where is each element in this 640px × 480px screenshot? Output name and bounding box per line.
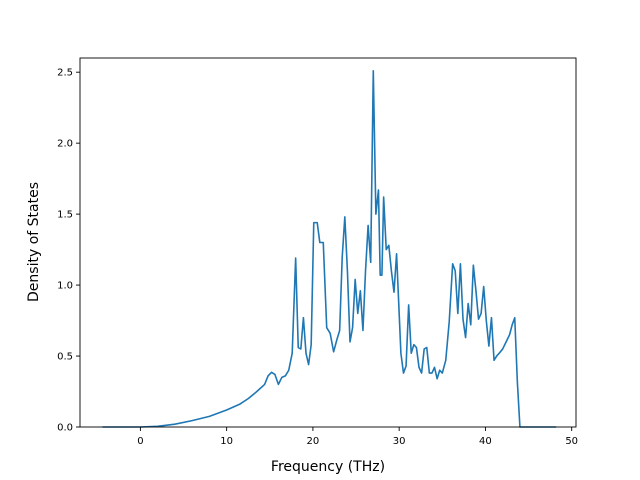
x-tick-label: 30 [393,436,406,447]
x-axis-title: Frequency (THz) [271,459,385,475]
y-tick-label: 1.5 [57,210,73,221]
y-tick-label: 0.0 [57,423,73,434]
y-tick-label: 2.0 [57,139,73,150]
y-tick-label: 1.0 [57,281,73,292]
x-tick-label: 50 [565,436,578,447]
x-tick-label: 40 [479,436,492,447]
x-axis: 0 10 20 30 40 50 [137,427,578,447]
x-tick-label: 20 [307,436,320,447]
axes-frame [79,57,577,428]
y-axis: 0.0 0.5 1.0 1.5 2.0 2.5 [57,68,80,434]
x-tick-label: 10 [220,436,233,447]
x-tick-label: 0 [137,436,143,447]
dos-series-line-0 [102,69,557,428]
plot-area [79,57,577,428]
y-tick-label: 0.5 [57,352,73,363]
y-axis-title: Density of States [26,182,42,302]
y-tick-label: 2.5 [57,68,73,79]
